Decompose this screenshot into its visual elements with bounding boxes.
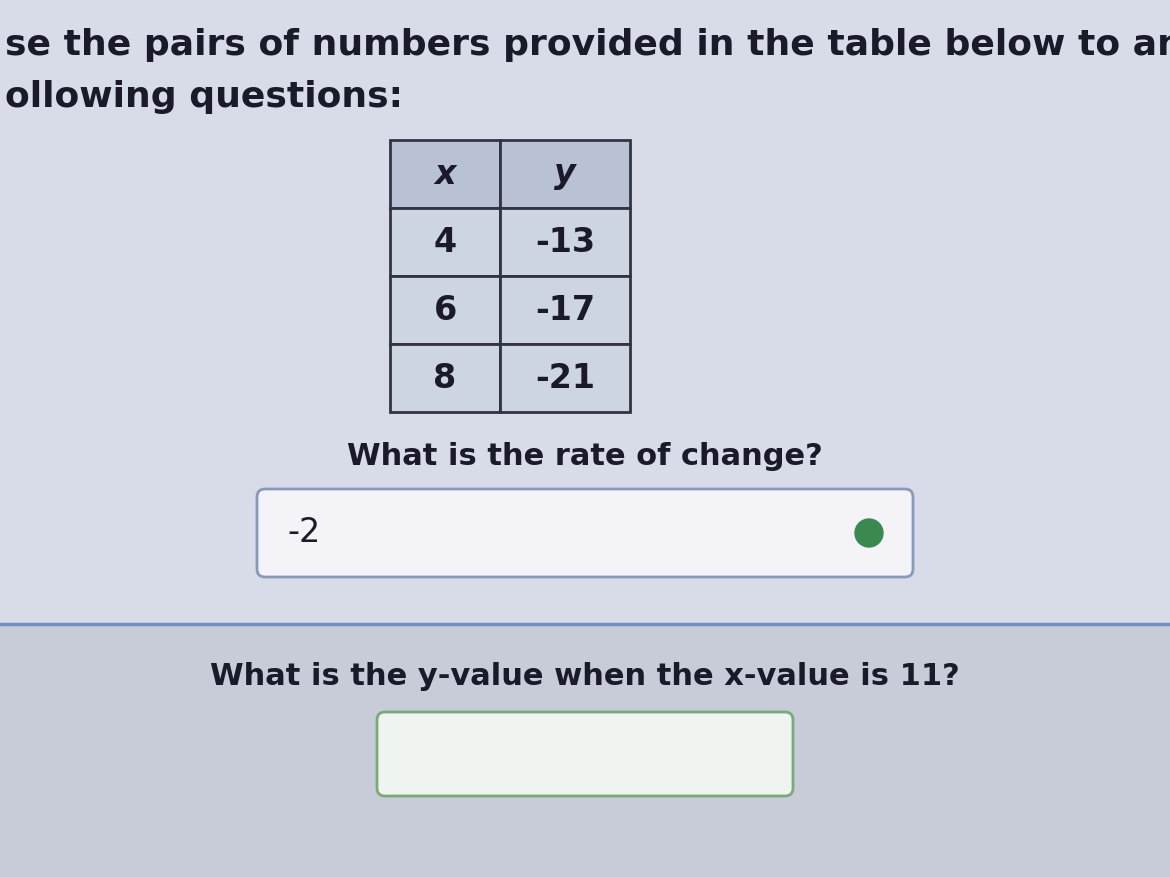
Text: 6: 6 [433, 294, 456, 326]
Bar [500, 208, 629, 276]
Bar [390, 208, 500, 276]
Text: -21: -21 [535, 361, 596, 395]
Bar [500, 140, 629, 208]
Text: -13: -13 [535, 225, 596, 259]
Text: y: y [555, 158, 576, 190]
FancyBboxPatch shape [377, 712, 793, 796]
Text: 4: 4 [433, 225, 456, 259]
Bar [0, 624, 1170, 877]
Text: se the pairs of numbers provided in the table below to answer the: se the pairs of numbers provided in the … [5, 28, 1170, 62]
Bar [500, 344, 629, 412]
Text: -17: -17 [535, 294, 596, 326]
Text: What is the y-value when the x-value is 11?: What is the y-value when the x-value is … [211, 662, 959, 691]
Text: What is the rate of change?: What is the rate of change? [347, 442, 823, 471]
Text: -2: -2 [287, 517, 321, 550]
Bar [500, 276, 629, 344]
Text: ollowing questions:: ollowing questions: [5, 80, 402, 114]
Circle shape [855, 519, 883, 547]
Text: 8: 8 [433, 361, 456, 395]
Bar [390, 140, 500, 208]
Bar [390, 276, 500, 344]
Bar [390, 344, 500, 412]
Text: x: x [434, 158, 456, 190]
FancyBboxPatch shape [257, 489, 913, 577]
